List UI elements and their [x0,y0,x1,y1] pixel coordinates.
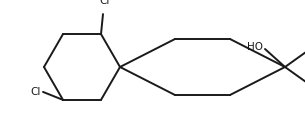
Text: Cl: Cl [100,0,110,6]
Text: Cl: Cl [30,87,41,97]
Text: HO: HO [247,42,263,52]
